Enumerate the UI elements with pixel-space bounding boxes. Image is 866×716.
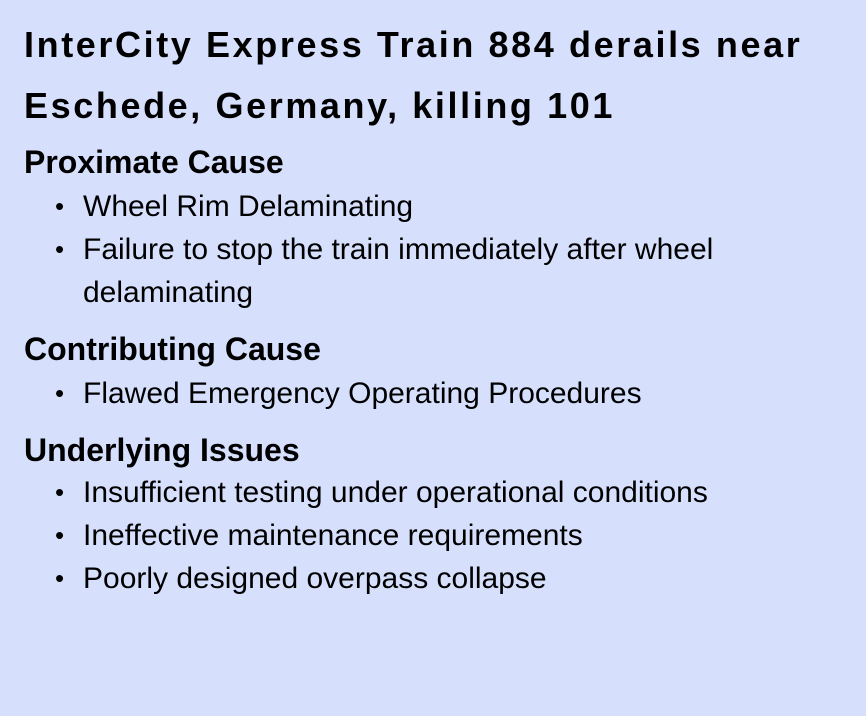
- list-item: • Flawed Emergency Operating Procedures: [24, 372, 842, 415]
- list-item: • Insufficient testing under operational…: [24, 471, 842, 514]
- section-heading: Underlying Issues: [24, 432, 300, 468]
- list-item-text: Ineffective maintenance requirements: [83, 519, 583, 552]
- bullet-list: • Flawed Emergency Operating Procedures: [24, 372, 842, 415]
- list-item: • Failure to stop the train immediately …: [24, 228, 842, 314]
- list-item-text: Flawed Emergency Operating Procedures: [83, 377, 642, 410]
- bullet-icon: •: [55, 477, 65, 507]
- list-item-text: Wheel Rim Delaminating: [83, 190, 414, 223]
- slide-title: InterCity Express Train 884 derails near…: [24, 24, 803, 126]
- bullet-list: • Wheel Rim Delaminating • Failure to st…: [24, 185, 842, 314]
- list-item-text: Poorly designed overpass collapse: [83, 562, 547, 595]
- list-item: • Poorly designed overpass collapse: [24, 557, 842, 600]
- bullet-icon: •: [55, 520, 65, 550]
- bullet-icon: •: [55, 191, 65, 221]
- bullet-icon: •: [55, 378, 65, 408]
- section-proximate-cause: Proximate Cause • Wheel Rim Delaminating…: [24, 142, 842, 314]
- list-item-text: Insufficient testing under operational c…: [83, 476, 708, 509]
- list-item: • Ineffective maintenance requirements: [24, 514, 842, 557]
- bullet-icon: •: [55, 563, 65, 593]
- list-item: • Wheel Rim Delaminating: [24, 185, 842, 228]
- bullet-icon: •: [55, 234, 65, 264]
- list-item-text: Failure to stop the train immediately af…: [83, 233, 714, 309]
- bullet-list: • Insufficient testing under operational…: [24, 471, 842, 600]
- section-underlying-issues: Underlying Issues • Insufficient testing…: [24, 430, 842, 600]
- section-heading: Proximate Cause: [24, 144, 284, 180]
- section-contributing-cause: Contributing Cause • Flawed Emergency Op…: [24, 329, 842, 415]
- section-heading: Contributing Cause: [24, 331, 321, 367]
